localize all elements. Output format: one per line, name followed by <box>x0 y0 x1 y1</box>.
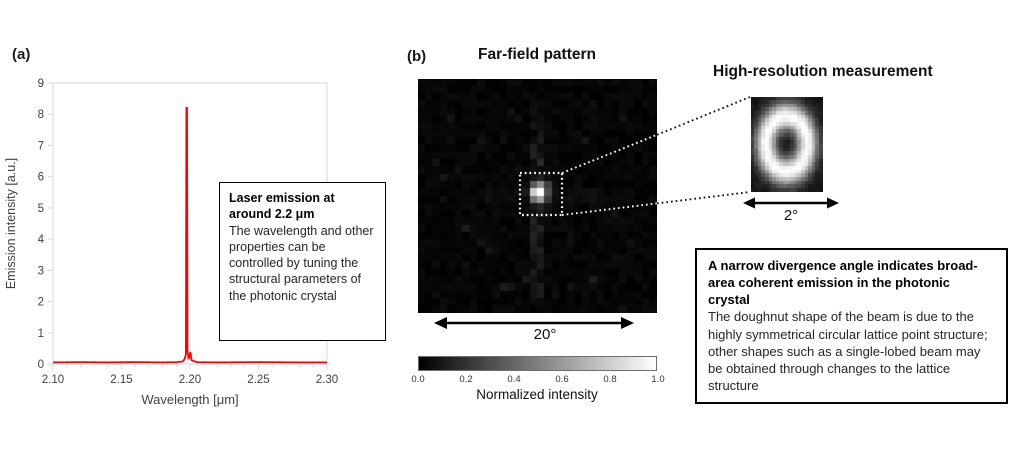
annotation-b-body: The doughnut shape of the beam is due to… <box>708 309 988 394</box>
x-tick-label: 2.25 <box>247 374 269 386</box>
x-tick-label: 2.10 <box>42 374 64 386</box>
y-tick-label: 0 <box>38 359 44 371</box>
y-tick-label: 1 <box>38 328 44 340</box>
x-tick-label: 2.20 <box>179 374 201 386</box>
spectrum-line <box>52 107 327 364</box>
annotation-b-heading: A narrow divergence angle indicates broa… <box>708 258 978 308</box>
farfield-title: Far-field pattern <box>478 46 596 63</box>
farfield-angle-label: 20° <box>533 326 557 343</box>
y-tick-label: 8 <box>38 109 44 121</box>
colorbar-tick-label: 0.0 <box>411 374 425 385</box>
farfield-arrowhead-left <box>434 317 447 329</box>
divergence-annotation-box: A narrow divergence angle indicates broa… <box>695 248 1008 404</box>
y-tick-label: 9 <box>38 78 44 90</box>
colorbar-tick-label: 0.6 <box>555 374 569 385</box>
colorbar-gradient <box>418 356 657 371</box>
colorbar-label: Normalized intensity <box>476 387 598 402</box>
highres-title: High-resolution measurement <box>713 63 933 80</box>
y-tick-label: 3 <box>38 265 44 277</box>
x-axis-title: Wavelength [μm] <box>141 392 238 407</box>
y-tick-label: 4 <box>38 234 45 246</box>
highres-arrowhead-left <box>743 197 755 209</box>
highres-beam-image <box>751 97 823 192</box>
connector-line-top-outer <box>656 96 751 136</box>
colorbar-tick-label: 0.2 <box>459 374 473 385</box>
annotation-a-body: The wavelength and other properties can … <box>229 223 374 303</box>
panel-a-label: (a) <box>12 46 31 63</box>
colorbar-tick-label: 0.4 <box>507 374 521 385</box>
y-axis-title: Emission intensity [a.u.] <box>4 158 18 289</box>
x-tick-label: 2.15 <box>110 374 132 386</box>
connector-line-bottom-outer <box>656 191 751 205</box>
highres-angle-label: 2° <box>783 207 799 224</box>
y-tick-label: 6 <box>38 172 44 184</box>
y-tick-label: 7 <box>38 140 44 152</box>
colorbar-tick-labels: 0.0 0.2 0.4 0.6 0.8 1.0 <box>411 374 664 386</box>
panel-b-label: (b) <box>407 48 427 65</box>
y-tick-label: 2 <box>38 297 44 309</box>
farfield-pattern-image <box>418 79 657 313</box>
highres-arrowhead-right <box>827 197 839 209</box>
annotation-a-heading: Laser emission at around 2.2 μm <box>229 191 335 222</box>
colorbar-tick-label: 1.0 <box>651 374 665 385</box>
y-tick-label: 5 <box>38 203 44 215</box>
farfield-arrowhead-right <box>621 317 634 329</box>
x-tick-label: 2.30 <box>316 374 338 386</box>
laser-emission-annotation-box: Laser emission at around 2.2 μm The wave… <box>219 182 386 341</box>
colorbar-tick-label: 0.8 <box>603 374 617 385</box>
